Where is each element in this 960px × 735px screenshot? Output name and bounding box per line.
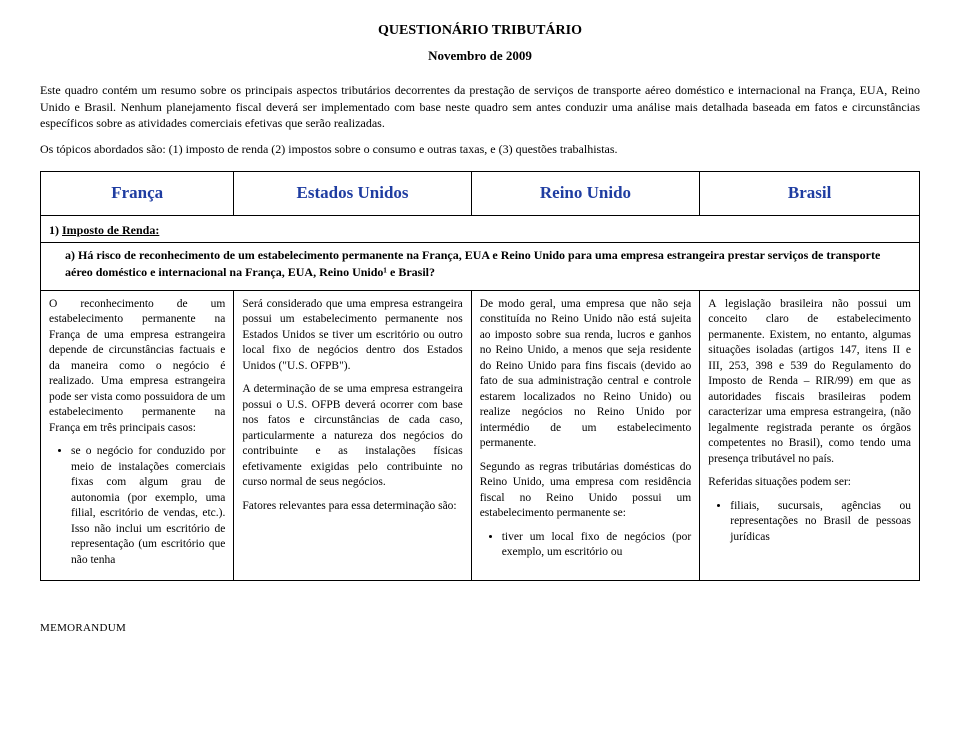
header-eua: Estados Unidos — [234, 172, 471, 216]
cell-franca: O reconhecimento de um estabelecimento p… — [49, 297, 225, 569]
section-number: 1) — [49, 223, 59, 237]
content-row: O reconhecimento de um estabelecimento p… — [41, 290, 920, 581]
header-brasil: Brasil — [700, 172, 920, 216]
eua-p1: Será considerado que uma empresa estrang… — [242, 297, 462, 375]
eua-p2: A determinação de se uma empresa estrang… — [242, 382, 462, 491]
question-letter: a) — [65, 248, 75, 262]
comparison-table: França Estados Unidos Reino Unido Brasil… — [40, 171, 920, 581]
cell-brasil: A legislação brasileira não possui um co… — [708, 297, 911, 546]
cell-uk: De modo geral, uma empresa que não seja … — [480, 297, 692, 561]
franca-bullet-1: se o negócio for conduzido por meio de i… — [71, 444, 225, 568]
intro-paragraph-1: Este quadro contém um resumo sobre os pr… — [40, 82, 920, 131]
table-header-row: França Estados Unidos Reino Unido Brasil — [41, 172, 920, 216]
uk-p1: De modo geral, uma empresa que não seja … — [480, 297, 692, 452]
brasil-bullet-1: filiais, sucursais, agências ou represen… — [730, 499, 911, 546]
franca-p1: O reconhecimento de um estabelecimento p… — [49, 297, 225, 437]
eua-p3: Fatores relevantes para essa determinaçã… — [242, 499, 462, 515]
page-subtitle: Novembro de 2009 — [40, 47, 920, 65]
page-title: QUESTIONÁRIO TRIBUTÁRIO — [40, 22, 920, 41]
intro-paragraph-2: Os tópicos abordados são: (1) imposto de… — [40, 141, 920, 157]
header-uk: Reino Unido — [471, 172, 700, 216]
uk-bullet-1: tiver um local fixo de negócios (por exe… — [502, 530, 692, 561]
question-text: Há risco de reconhecimento de um estabel… — [65, 248, 880, 278]
brasil-p2: Referidas situações podem ser: — [708, 475, 911, 491]
section-row: 1) Imposto de Renda: — [41, 216, 920, 243]
cell-eua: Será considerado que uma empresa estrang… — [242, 297, 462, 515]
intro-block: Este quadro contém um resumo sobre os pr… — [40, 82, 920, 157]
brasil-p1: A legislação brasileira não possui um co… — [708, 297, 911, 468]
section-label: Imposto de Renda: — [62, 223, 159, 237]
question-row: a) Há risco de reconhecimento de um esta… — [41, 243, 920, 290]
footer-label: MEMORANDUM — [40, 621, 920, 636]
uk-p2: Segundo as regras tributárias domésticas… — [480, 460, 692, 522]
header-franca: França — [41, 172, 234, 216]
